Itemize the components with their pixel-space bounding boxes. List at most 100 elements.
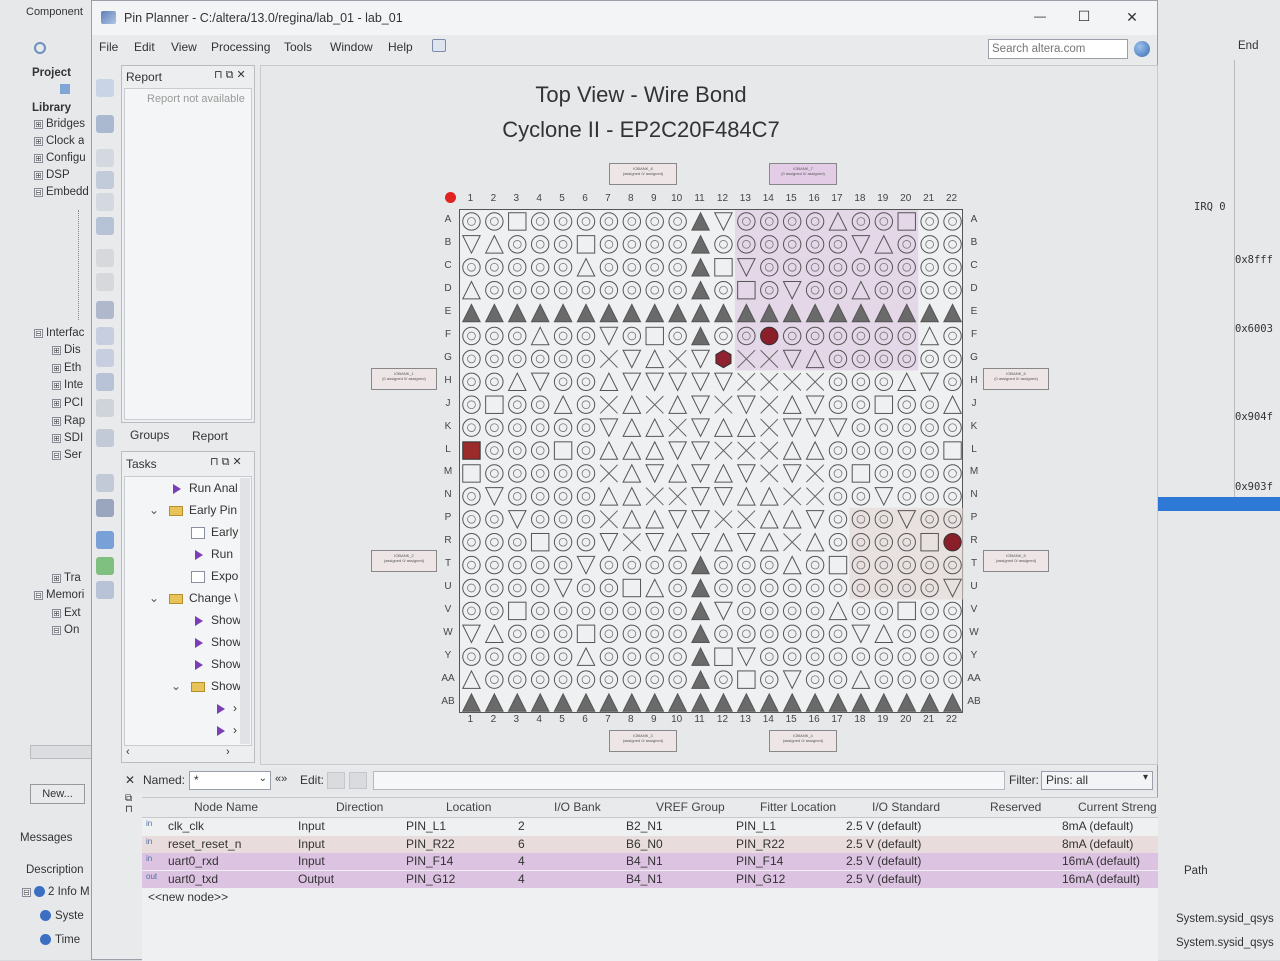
pin-U21[interactable]: [920, 578, 939, 598]
pin-W4[interactable]: [530, 624, 550, 644]
pin-B7[interactable]: [599, 235, 619, 254]
pin-A5[interactable]: [553, 212, 573, 231]
pin-icon[interactable]: ⊓: [125, 804, 133, 815]
tree-item[interactable]: ⊟ Interfac: [34, 327, 85, 339]
cell-direction[interactable]: Input: [298, 836, 325, 851]
pin-B21[interactable]: [920, 235, 939, 254]
pin-K21[interactable]: [920, 418, 939, 437]
pin-E14[interactable]: [759, 303, 779, 323]
pin-U15[interactable]: [782, 578, 802, 598]
pin-M18[interactable]: [851, 464, 871, 483]
pin-W18[interactable]: [851, 624, 871, 644]
pin-L2[interactable]: [485, 441, 504, 460]
pin-AA17[interactable]: [828, 670, 848, 689]
pin-M20[interactable]: [897, 464, 916, 483]
pin-D10[interactable]: [668, 280, 687, 300]
new-node-row[interactable]: <<new node>>: [148, 890, 229, 904]
pin-AB21[interactable]: [920, 692, 940, 712]
pin-P12[interactable]: [714, 510, 733, 529]
pin-P8[interactable]: [622, 509, 642, 529]
task-item[interactable]: Early: [191, 521, 238, 543]
pin-A9[interactable]: [645, 212, 664, 231]
pin-R1[interactable]: [462, 532, 481, 552]
pin-N6[interactable]: [576, 487, 596, 506]
pin-W2[interactable]: [484, 623, 504, 644]
pin-N1[interactable]: [462, 487, 481, 506]
tree-item[interactable]: ⊟ On: [52, 624, 80, 636]
pin-AA1[interactable]: [461, 669, 481, 689]
tree-item[interactable]: ⊟ Embedd: [34, 186, 89, 198]
pin-U9[interactable]: [645, 578, 665, 598]
pin-L4[interactable]: [530, 441, 550, 460]
chevron-down-icon[interactable]: ▾: [1142, 772, 1148, 783]
pin-E7[interactable]: [599, 303, 619, 323]
new-component-icon[interactable]: [60, 84, 70, 94]
pin-M3[interactable]: [508, 464, 527, 483]
pin-D20[interactable]: [897, 280, 916, 300]
pin-F6[interactable]: [576, 326, 596, 346]
cell-std[interactable]: 2.5 V (default): [846, 836, 922, 851]
pin-H16[interactable]: [806, 372, 825, 391]
pin-A10[interactable]: [668, 212, 687, 231]
pin-C12[interactable]: [714, 258, 733, 277]
pin-A12[interactable]: [713, 212, 733, 232]
pin-D21[interactable]: [920, 280, 939, 300]
pin-L11[interactable]: [691, 441, 711, 461]
pin-P15[interactable]: [782, 509, 802, 529]
pin-K14[interactable]: [760, 418, 779, 437]
pin-W10[interactable]: [668, 624, 687, 644]
pin-E3[interactable]: [507, 303, 527, 323]
pin-G8[interactable]: [622, 349, 642, 369]
pin-F11[interactable]: [691, 326, 711, 346]
pin-D8[interactable]: [622, 280, 642, 300]
pin-W5[interactable]: [553, 624, 573, 644]
pin-H4[interactable]: [530, 372, 550, 392]
pin-H5[interactable]: [553, 372, 573, 392]
column-header[interactable]: VREF Group: [656, 800, 725, 814]
pin-Y5[interactable]: [553, 647, 573, 666]
task-item[interactable]: Expo: [191, 565, 238, 587]
pin-N14[interactable]: [759, 486, 779, 506]
pin-Y14[interactable]: [760, 647, 779, 666]
pin-G14[interactable]: [760, 349, 779, 368]
pin-AB16[interactable]: [805, 692, 825, 712]
pin-G12[interactable]: [715, 349, 732, 369]
pin-E9[interactable]: [645, 303, 665, 323]
pin-K18[interactable]: [851, 418, 871, 437]
pin-T16[interactable]: [805, 555, 825, 575]
pin-J3[interactable]: [508, 395, 527, 414]
pin-B16[interactable]: [805, 235, 825, 254]
pin-AB2[interactable]: [484, 692, 504, 712]
toolbar-icon[interactable]: [96, 531, 114, 549]
pin-R15[interactable]: [783, 533, 802, 552]
pin-W3[interactable]: [508, 624, 527, 644]
pin-Y3[interactable]: [508, 647, 527, 666]
pin-U22[interactable]: [943, 578, 963, 598]
pin-A4[interactable]: [530, 212, 550, 231]
cell-direction[interactable]: Input: [298, 819, 325, 833]
pin-L12[interactable]: [714, 441, 733, 460]
toolbar-icon[interactable]: [96, 557, 114, 575]
pin-T7[interactable]: [599, 555, 619, 575]
pin-H8[interactable]: [622, 372, 642, 392]
pin-C4[interactable]: [530, 258, 550, 277]
toolbar-icon[interactable]: [96, 301, 114, 319]
cell-std[interactable]: 2.5 V (default): [846, 819, 922, 833]
cell-current[interactable]: 16mA (default): [1062, 854, 1141, 868]
pin-Y17[interactable]: [828, 647, 848, 666]
pin-F19[interactable]: [874, 326, 894, 346]
pin-K9[interactable]: [645, 417, 665, 437]
pin-A18[interactable]: [851, 212, 871, 231]
task-item[interactable]: ⌄ Show: [171, 675, 241, 697]
tree-item[interactable]: ⊞ Dis: [52, 344, 81, 356]
pin-K12[interactable]: [713, 417, 733, 437]
pin-L6[interactable]: [576, 441, 596, 460]
pin-V4[interactable]: [530, 601, 550, 621]
pin-F13[interactable]: [737, 326, 756, 346]
pin-E20[interactable]: [897, 303, 917, 323]
cell-location[interactable]: PIN_L1: [406, 819, 447, 833]
menu-processing[interactable]: Processing: [211, 40, 271, 54]
pin-E4[interactable]: [530, 303, 550, 323]
pin-F20[interactable]: [897, 326, 916, 346]
pin-Y8[interactable]: [622, 647, 642, 666]
